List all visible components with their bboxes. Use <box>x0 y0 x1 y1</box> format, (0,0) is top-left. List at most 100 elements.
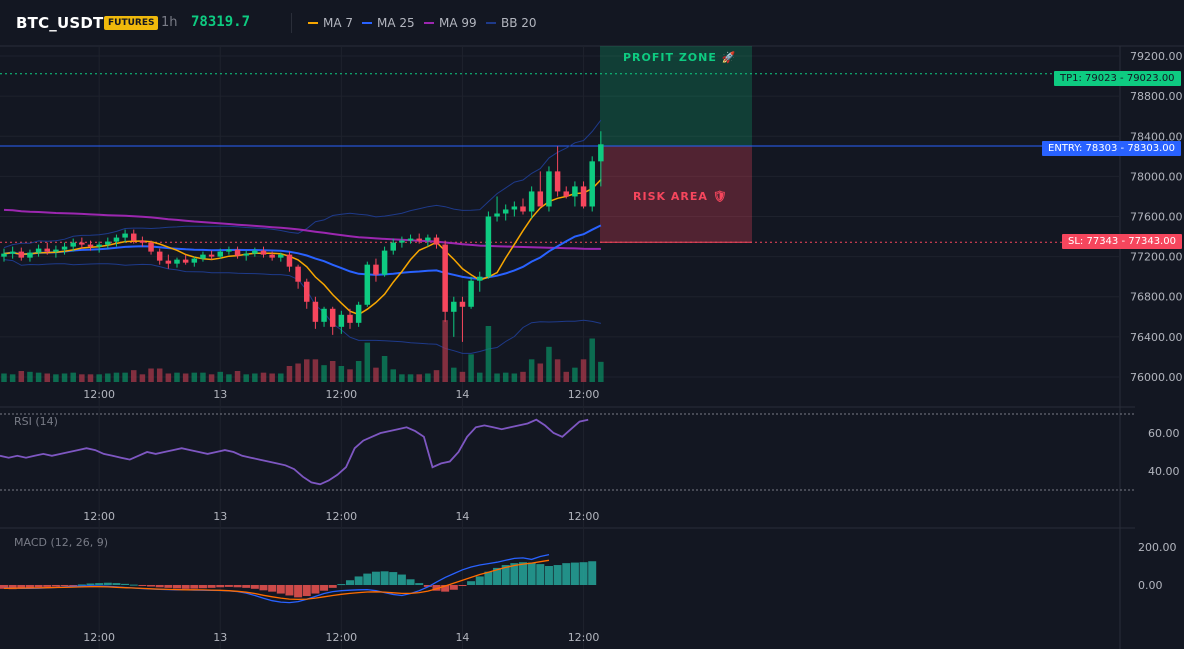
macd-histogram-bar <box>579 562 588 585</box>
volume-bar <box>468 354 474 382</box>
rsi-pane-title: RSI (14) <box>14 415 58 428</box>
y-tick-label: 78400.00 <box>1130 130 1183 143</box>
x-tick-label: 14 <box>455 510 469 523</box>
candle-body <box>433 237 440 245</box>
macd-histogram-bar <box>380 571 389 585</box>
macd-histogram-bar <box>155 585 164 588</box>
macd-histogram-bar <box>484 571 493 585</box>
volume-bar <box>347 369 353 382</box>
y-tick-label: 78000.00 <box>1130 170 1183 183</box>
tp-price-label[interactable]: TP1: 79023 - 79023.00 <box>1054 71 1181 86</box>
candle-body <box>79 242 85 245</box>
legend-ma25[interactable]: MA 25 <box>362 16 415 30</box>
macd-histogram-bar <box>527 562 536 585</box>
macd-histogram-bar <box>51 585 60 587</box>
candle-body <box>200 254 206 259</box>
candle-body <box>425 237 431 241</box>
macd-histogram-bar <box>147 585 156 587</box>
macd-histogram-bar <box>475 576 484 585</box>
volume-bar <box>9 374 16 382</box>
legend-ma7[interactable]: MA 7 <box>308 16 353 30</box>
legend-ma99[interactable]: MA 99 <box>424 16 477 30</box>
volume-bar <box>1 373 7 382</box>
candle-body <box>113 237 120 242</box>
macd-histogram-bar <box>320 585 329 591</box>
x-tick-label: 12:00 <box>83 388 115 401</box>
candle-body <box>502 209 509 214</box>
ma99-swatch-icon <box>424 22 434 24</box>
y-tick-label: 77600.00 <box>1130 211 1183 224</box>
macd-histogram-bar <box>190 585 199 589</box>
macd-histogram-bar <box>449 585 458 590</box>
volume-bar <box>217 371 223 382</box>
macd-histogram-bar <box>441 585 450 592</box>
macd-histogram-bar <box>302 585 311 597</box>
volume-bar <box>278 373 284 382</box>
macd-histogram-bar <box>510 563 519 585</box>
candle-body <box>131 233 137 241</box>
macd-histogram-bar <box>242 585 251 588</box>
macd-histogram-bar <box>519 562 527 585</box>
macd-histogram-bar <box>493 567 502 585</box>
macd-histogram-bar <box>337 584 346 586</box>
macd-histogram-bar <box>285 585 294 596</box>
volume-bar <box>208 374 215 382</box>
candle-body <box>9 251 16 254</box>
macd-histogram-bar <box>363 573 372 585</box>
volume-bar <box>79 374 85 382</box>
macd-histogram-bar <box>423 585 432 587</box>
macd-histogram-bar <box>276 585 285 594</box>
macd-histogram-bar <box>354 576 363 585</box>
macd-histogram-bar <box>164 585 173 588</box>
volume-bar <box>295 363 301 382</box>
candle-body <box>35 248 42 253</box>
candle-body <box>511 206 518 210</box>
volume-bar <box>416 374 422 382</box>
legend-bb20[interactable]: BB 20 <box>486 16 537 30</box>
risk-zone-box <box>600 145 752 243</box>
candle-body <box>148 242 154 252</box>
candle-body <box>347 314 353 323</box>
x-tick-label: 12:00 <box>83 510 115 523</box>
candle-body <box>44 248 50 252</box>
candle-body <box>191 258 198 263</box>
candle-body <box>286 254 293 267</box>
candle-body <box>252 250 258 254</box>
volume-bar <box>554 359 561 382</box>
volume-bar <box>234 371 241 382</box>
candle-body <box>598 144 604 162</box>
bb-upper-line <box>3 119 602 249</box>
candle-body <box>537 191 544 207</box>
sl-price-label[interactable]: SL: 77343 - 77343.00 <box>1062 234 1182 249</box>
candle-body <box>338 314 345 327</box>
x-tick-label: 12:00 <box>568 388 600 401</box>
volume-bar <box>511 373 518 382</box>
rsi-line <box>0 418 589 486</box>
x-tick-label: 13 <box>213 510 227 523</box>
entry-price-label[interactable]: ENTRY: 78303 - 78303.00 <box>1042 141 1182 156</box>
macd-histogram-bar <box>311 585 320 594</box>
symbol-title[interactable]: BTC_USDT <box>16 14 104 32</box>
volume-bar <box>174 372 180 382</box>
y-tick-label: 79200.00 <box>1130 50 1183 63</box>
bb20-swatch-icon <box>486 22 496 24</box>
macd-histogram-bar <box>25 585 34 588</box>
last-price: 78319.7 <box>191 14 251 30</box>
timeframe-selector[interactable]: 1h <box>161 15 178 30</box>
candle-body <box>70 242 76 247</box>
candle-body <box>528 191 535 212</box>
volume-bar <box>528 359 535 382</box>
candle-body <box>243 253 249 256</box>
macd-histogram-bar <box>501 565 510 585</box>
candle-body <box>105 241 111 245</box>
candle-body <box>554 171 561 192</box>
candle-body <box>381 250 388 275</box>
macd-histogram-bar <box>8 585 17 590</box>
x-tick-label: 12:00 <box>568 631 600 644</box>
macd-histogram-bar <box>536 564 545 585</box>
candle-body <box>269 254 275 258</box>
macd-tick-label: 0.00 <box>1138 579 1163 592</box>
candle-body <box>260 250 267 255</box>
macd-histogram-bar <box>121 583 130 585</box>
